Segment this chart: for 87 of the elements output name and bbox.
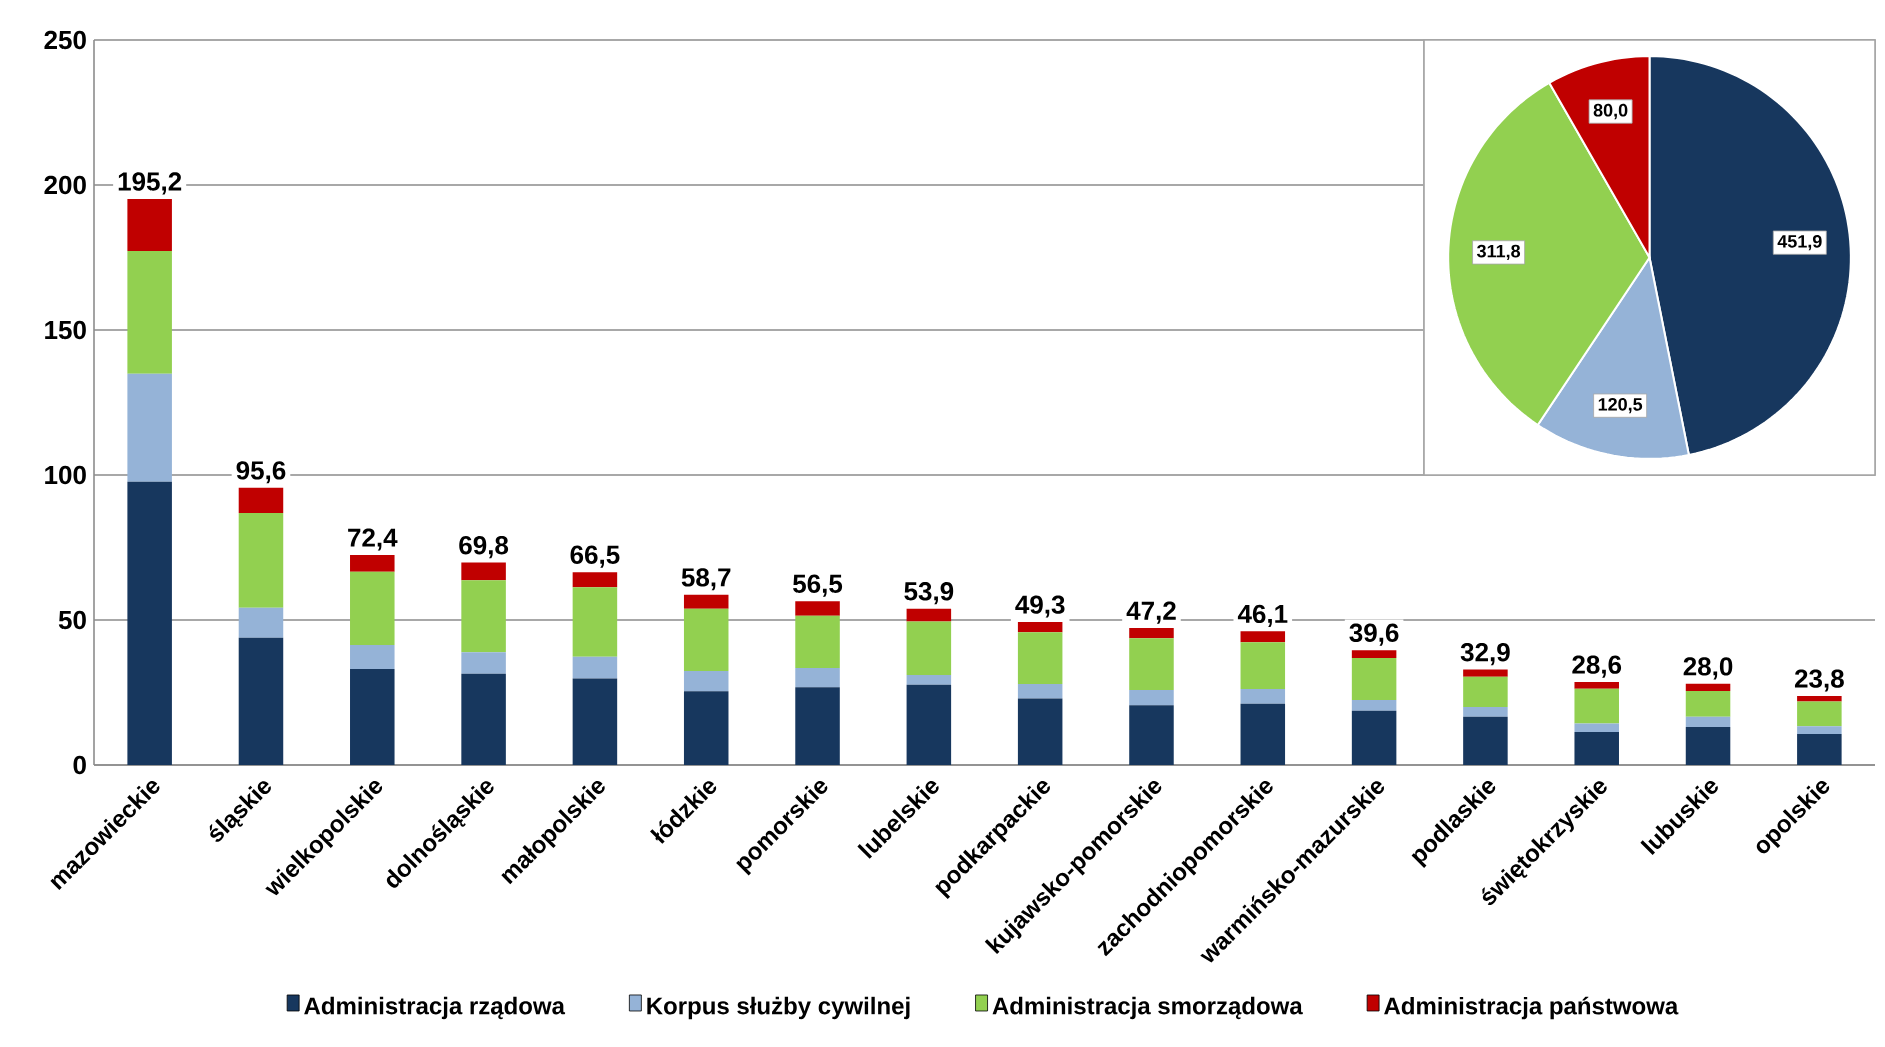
legend-label: Administracja rządowa — [304, 996, 566, 1020]
bar — [461, 580, 506, 653]
bar — [127, 251, 172, 374]
bar — [127, 373, 172, 482]
bar — [1685, 683, 1731, 692]
bar — [1017, 684, 1063, 699]
bar — [572, 678, 618, 765]
bar — [1797, 733, 1842, 765]
bar — [1129, 705, 1174, 765]
bar — [1574, 688, 1619, 724]
bar — [238, 607, 284, 638]
total-label: 195,2 — [118, 172, 182, 195]
bar — [795, 687, 840, 765]
bar — [1463, 706, 1508, 717]
bar — [572, 656, 618, 679]
bar — [127, 198, 172, 252]
bar — [1797, 726, 1842, 734]
bar — [461, 673, 506, 765]
bar — [350, 668, 395, 765]
total-label: 32,9 — [1460, 642, 1510, 666]
total-label: 95,6 — [236, 461, 286, 484]
bar — [1129, 638, 1174, 690]
bar — [1463, 669, 1508, 677]
bar — [1685, 716, 1731, 727]
bar — [1797, 701, 1842, 727]
bar — [1351, 657, 1397, 701]
bar — [1240, 703, 1286, 765]
bar — [1574, 723, 1619, 732]
y-tick-label: 50 — [58, 610, 86, 630]
bar — [1240, 642, 1286, 690]
total-label: 39,6 — [1349, 623, 1399, 646]
bar — [795, 615, 840, 669]
total-label: 72,4 — [348, 528, 398, 551]
bar — [350, 644, 395, 669]
total-label: 28,6 — [1572, 655, 1622, 678]
bar — [683, 671, 729, 692]
bar — [127, 481, 172, 765]
bar — [795, 668, 840, 688]
bar — [1240, 689, 1286, 704]
bar — [1685, 691, 1731, 717]
bar — [906, 621, 952, 676]
total-label: 49,3 — [1015, 595, 1065, 618]
total-label: 23,8 — [1794, 669, 1844, 692]
bar — [238, 512, 284, 608]
bar — [683, 608, 729, 672]
bar — [1574, 682, 1619, 689]
bar — [906, 675, 952, 685]
total-label: 58,7 — [681, 568, 731, 591]
total-label: 47,2 — [1126, 601, 1176, 624]
total-label: 66,5 — [570, 545, 620, 568]
data-label: 120,5 — [1598, 397, 1643, 414]
bar — [1463, 716, 1508, 765]
y-tick-label: 250 — [44, 30, 86, 50]
bar — [1351, 700, 1397, 711]
bar — [1685, 727, 1731, 765]
y-tick-label: 200 — [44, 175, 86, 195]
bar — [1129, 628, 1174, 639]
data-label: 311,8 — [1476, 244, 1521, 261]
y-tick-label: 100 — [45, 465, 86, 485]
bar — [572, 587, 618, 657]
bar — [1240, 631, 1286, 643]
y-tick-label: 150 — [45, 320, 86, 340]
bar — [238, 487, 284, 513]
data-label: 451,9 — [1777, 234, 1822, 251]
bar — [238, 637, 284, 765]
bar — [350, 571, 395, 645]
total-label: 53,9 — [904, 582, 954, 605]
y-tick-label: 0 — [73, 755, 86, 775]
bar — [1463, 676, 1508, 707]
legend-label: Korpus służby cywilnej — [647, 996, 910, 1020]
bar — [1017, 632, 1063, 685]
bar — [1351, 710, 1397, 765]
bar — [1017, 698, 1063, 765]
bar — [1797, 695, 1842, 702]
bar — [461, 652, 506, 674]
total-label: 46,1 — [1237, 604, 1288, 627]
bar — [1574, 731, 1619, 765]
bar — [1351, 650, 1397, 658]
bar — [683, 691, 729, 765]
total-label: 28,0 — [1683, 657, 1733, 680]
total-label: 56,5 — [793, 574, 843, 597]
total-label: 69,8 — [459, 535, 509, 559]
data-label: 80,0 — [1593, 103, 1628, 120]
bar — [906, 684, 952, 765]
legend-label: Administracja państwowa — [1384, 996, 1679, 1020]
legend-label: Administracja smorządowa — [992, 996, 1303, 1020]
bar — [1129, 689, 1174, 706]
